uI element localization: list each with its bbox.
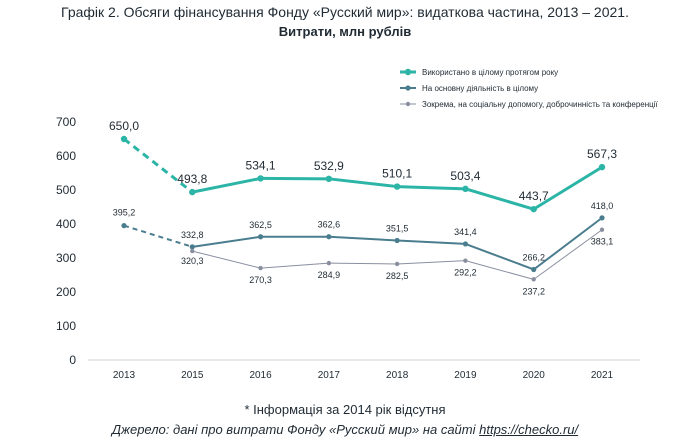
line-chart: 0 100 200 300 400 500 600 700 2013 2015 2016 2017 20… bbox=[56, 68, 659, 381]
x-tick-label: 2021 bbox=[591, 370, 614, 381]
series-1-data-label: 418,0 bbox=[591, 201, 614, 211]
series-0-segment bbox=[532, 165, 603, 211]
series-1-data-label: 351,5 bbox=[386, 223, 409, 233]
series-1-data-label: 362,5 bbox=[249, 220, 272, 230]
x-tick-label: 2016 bbox=[249, 370, 272, 381]
legend-label: На основну діяльність в цілому bbox=[422, 84, 538, 93]
series-1-data-label: 395,2 bbox=[113, 208, 136, 218]
series-0-data-label: 493,8 bbox=[177, 172, 207, 186]
source-link[interactable]: https://checko.ru/ bbox=[479, 422, 579, 437]
series-0-data-label: 534,1 bbox=[246, 158, 276, 172]
y-tick-label: 600 bbox=[56, 149, 76, 163]
source-line: Джерело: дані про витрати Фонду «Русский… bbox=[0, 422, 690, 437]
series-1-point bbox=[326, 234, 332, 240]
series-2-data-label: 282,5 bbox=[386, 271, 409, 281]
series-1-point bbox=[189, 244, 195, 250]
series-0-point bbox=[257, 175, 264, 182]
x-tick-label: 2015 bbox=[181, 370, 204, 381]
x-tick-label: 2019 bbox=[454, 370, 477, 381]
series-1-point bbox=[121, 223, 127, 229]
series-0-data-label: 650,0 bbox=[109, 119, 139, 133]
y-tick-label: 200 bbox=[56, 285, 76, 299]
chart-subtitle: Витрати, млн рублів bbox=[278, 24, 412, 39]
series-2-data-label: 270,3 bbox=[249, 275, 272, 285]
series-0-data-label: 532,9 bbox=[314, 159, 344, 173]
series-0-point bbox=[325, 175, 333, 183]
y-tick-label: 400 bbox=[56, 217, 76, 231]
series-1-segment bbox=[465, 242, 535, 271]
series-2-segment bbox=[397, 260, 466, 265]
series-2-point bbox=[599, 227, 605, 232]
series-2-segment bbox=[465, 260, 534, 280]
series-1-data-label: 332,8 bbox=[181, 230, 204, 240]
footnote: * Інформація за 2014 рік відсутня bbox=[244, 402, 446, 417]
y-tick-label: 100 bbox=[56, 319, 76, 333]
series-0-point bbox=[189, 188, 196, 196]
series-2-segment bbox=[260, 262, 329, 269]
x-tick-label: 2017 bbox=[318, 370, 341, 381]
series-0-point bbox=[530, 205, 537, 213]
x-tick-label: 2013 bbox=[113, 370, 136, 381]
series-0-segment bbox=[465, 187, 535, 211]
series-0-segment bbox=[123, 137, 194, 194]
series-2-point bbox=[463, 258, 468, 263]
series-0-segment bbox=[191, 176, 261, 194]
series-0-point bbox=[393, 183, 401, 190]
series-2-data-label: 237,2 bbox=[522, 286, 545, 296]
y-tick-label: 300 bbox=[56, 251, 76, 265]
series-0-segment bbox=[328, 177, 398, 189]
series-2-data-label: 284,9 bbox=[318, 270, 341, 280]
series-0-segment bbox=[397, 185, 466, 191]
series-0-data-label: 510,1 bbox=[382, 167, 412, 181]
series-1-segment bbox=[328, 235, 398, 242]
series-0-data-label: 443,7 bbox=[519, 189, 549, 203]
series-2-point bbox=[326, 260, 332, 266]
legend-label: Зокрема, на соціальну допомогу, доброчин… bbox=[422, 100, 659, 109]
series-2-segment bbox=[328, 262, 398, 265]
x-tick-label: 2018 bbox=[386, 370, 409, 381]
series-1-point bbox=[462, 241, 469, 247]
series-1-segment bbox=[192, 235, 261, 248]
legend-swatch-marker bbox=[405, 101, 411, 107]
series-0-data-label: 567,3 bbox=[587, 147, 617, 161]
series-2-point bbox=[531, 277, 536, 282]
series-1-point bbox=[599, 215, 605, 221]
x-tick-label: 2020 bbox=[523, 370, 546, 381]
series-1-segment bbox=[123, 224, 193, 248]
series-1-data-label: 266,2 bbox=[522, 252, 545, 262]
series-1-point bbox=[394, 237, 400, 244]
series-2-segment bbox=[533, 229, 603, 280]
series-1-segment bbox=[533, 217, 603, 271]
series-2-data-label: 320,3 bbox=[181, 256, 204, 266]
legend-label: Використано в цілому протягом року bbox=[422, 68, 558, 77]
series-2-point bbox=[258, 265, 263, 271]
series-0-point bbox=[598, 163, 606, 171]
series-1-segment bbox=[397, 239, 466, 245]
series-1-data-label: 341,4 bbox=[454, 227, 477, 237]
legend-swatch-marker bbox=[405, 85, 411, 91]
series-1-data-label: 362,6 bbox=[318, 220, 341, 230]
series-2-point bbox=[190, 248, 195, 254]
series-2-point bbox=[394, 261, 400, 267]
series-0-data-label: 503,4 bbox=[450, 169, 480, 183]
legend-swatch-marker bbox=[404, 68, 412, 76]
y-tick-label: 500 bbox=[56, 183, 76, 197]
series-2-data-label: 383,1 bbox=[591, 237, 614, 247]
series-1-point bbox=[257, 234, 264, 240]
series-1-point bbox=[531, 266, 537, 273]
series-0-point bbox=[462, 185, 469, 193]
y-tick-label: 0 bbox=[69, 353, 76, 367]
series-2-data-label: 292,2 bbox=[454, 268, 477, 278]
series-2-segment bbox=[192, 250, 261, 269]
y-tick-label: 700 bbox=[56, 115, 76, 129]
chart-title: Графік 2. Обсяги фінансування Фонду «Рус… bbox=[61, 4, 629, 20]
series-0-point bbox=[120, 135, 128, 143]
source-text: Джерело: дані про витрати Фонду «Русский… bbox=[111, 422, 480, 437]
